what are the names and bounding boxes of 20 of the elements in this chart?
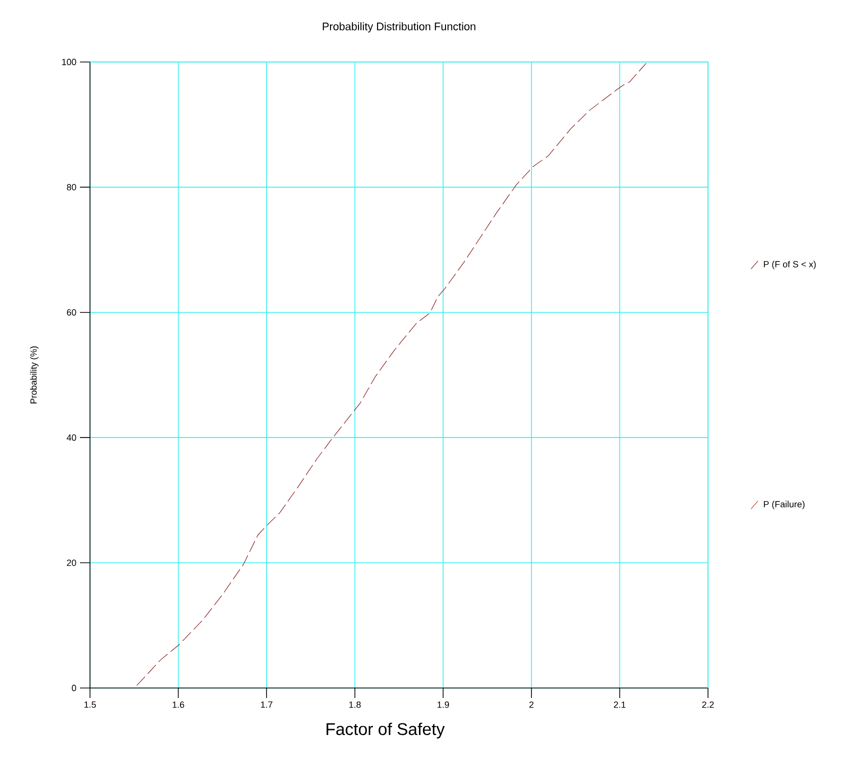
legend-label: P (F of S < x) [764,260,816,270]
y-tick-label: 100 [62,58,76,66]
x-tick-label: 2.1 [614,702,626,708]
y-tick-label: 20 [66,560,76,566]
y-tick-label: 40 [66,434,76,441]
x-tick-label: 1.5 [84,702,96,708]
y-tick-label: 0 [72,684,76,692]
x-tick-label: 1.6 [172,702,184,708]
x-tick-label: 2 [529,702,534,708]
chart-title: Probability Distribution Function [322,22,476,32]
legend-label: P (Failure) [764,500,804,510]
x-tick-label: 1.9 [438,702,449,708]
x-tick-label: 1.8 [349,702,361,708]
x-tick-label: 2.2 [702,702,714,708]
y-tick-label: 80 [66,184,76,190]
x-tick-label: 1.7 [261,702,272,708]
y-axis-title: Probability (%) [30,346,38,404]
x-axis-title: Factor of Safety [326,722,445,738]
line-series [136,62,647,686]
y-tick-label: 60 [66,309,76,316]
